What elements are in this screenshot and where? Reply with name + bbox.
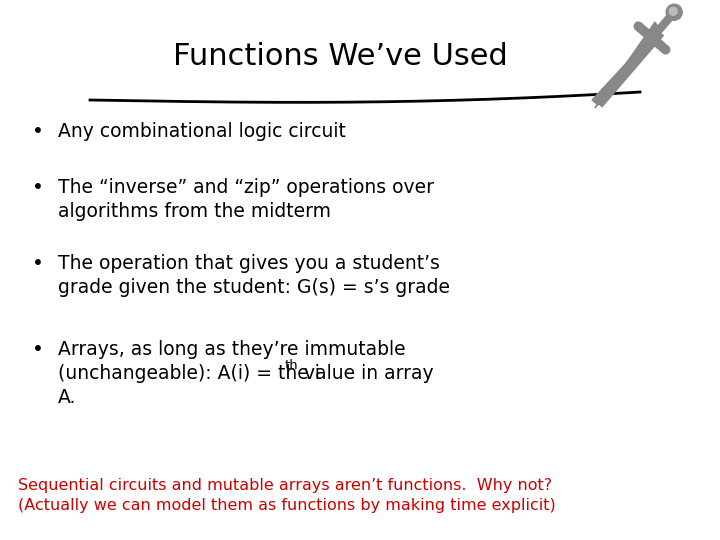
Text: •: • bbox=[32, 340, 44, 359]
Text: Arrays, as long as they’re immutable
(unchangeable): A(i) = the i: Arrays, as long as they’re immutable (un… bbox=[58, 340, 405, 383]
Polygon shape bbox=[595, 22, 660, 108]
Text: Functions We’ve Used: Functions We’ve Used bbox=[173, 42, 508, 71]
Text: •: • bbox=[32, 122, 44, 141]
Circle shape bbox=[666, 4, 682, 20]
Text: The “inverse” and “zip” operations over
algorithms from the midterm: The “inverse” and “zip” operations over … bbox=[58, 178, 434, 221]
Text: Sequential circuits and mutable arrays aren’t functions.  Why not?: Sequential circuits and mutable arrays a… bbox=[18, 478, 552, 493]
Text: value in array: value in array bbox=[298, 364, 433, 383]
Polygon shape bbox=[592, 28, 660, 105]
Text: •: • bbox=[32, 254, 44, 273]
Text: The operation that gives you a student’s
grade given the student: G(s) = s’s gra: The operation that gives you a student’s… bbox=[58, 254, 450, 297]
Text: Any combinational logic circuit: Any combinational logic circuit bbox=[58, 122, 346, 141]
Text: th: th bbox=[285, 359, 298, 372]
Text: A.: A. bbox=[58, 388, 76, 408]
Circle shape bbox=[669, 7, 678, 15]
Text: (Actually we can model them as functions by making time explicit): (Actually we can model them as functions… bbox=[18, 498, 556, 513]
Text: •: • bbox=[32, 178, 44, 197]
